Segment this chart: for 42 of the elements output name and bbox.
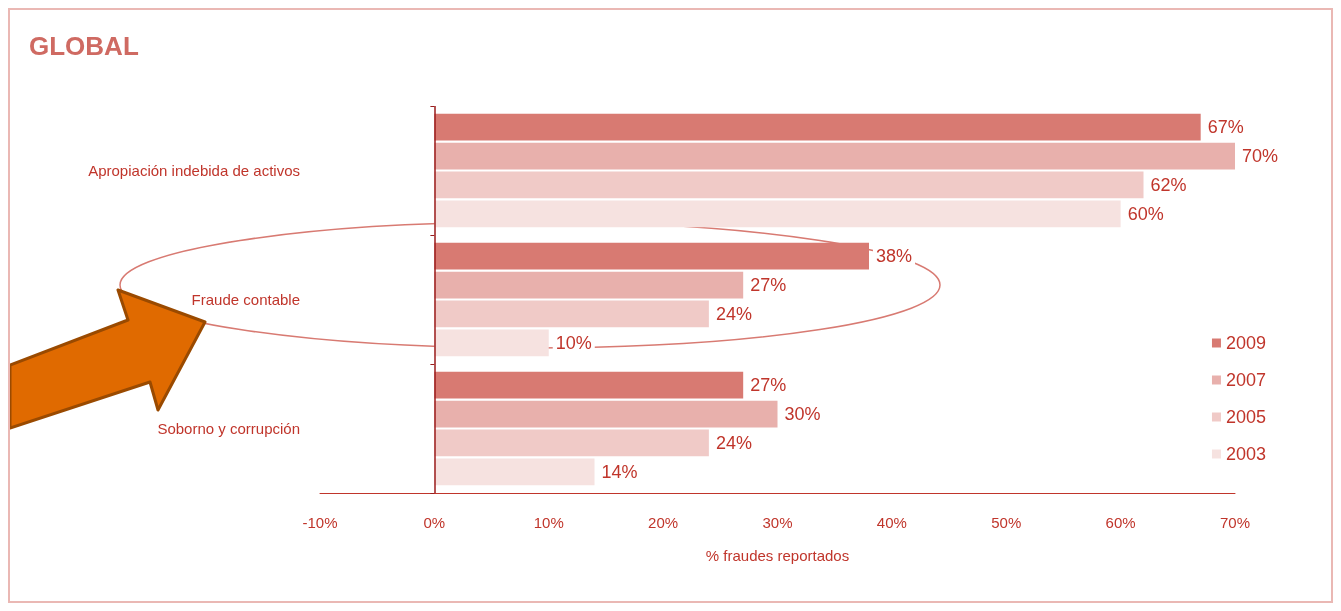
x-tick-label: 50% — [991, 514, 1022, 531]
bar — [434, 171, 1144, 199]
bar — [434, 242, 869, 270]
y-tick-label: Apropiación indebida de activos — [88, 162, 300, 179]
data-label: 38% — [876, 246, 913, 267]
data-label: 24% — [715, 432, 752, 453]
x-tick-label: -10% — [302, 514, 338, 531]
data-label: 62% — [1150, 174, 1187, 195]
data-label: 30% — [784, 404, 821, 425]
legend-label: 2009 — [1225, 333, 1266, 353]
legend-label: 2007 — [1225, 370, 1266, 390]
bar — [434, 400, 778, 428]
x-tick-label: 60% — [1105, 514, 1136, 531]
bar — [434, 458, 595, 486]
legend-label: 2005 — [1225, 407, 1266, 427]
data-label: 27% — [750, 375, 787, 396]
data-label: 67% — [1207, 117, 1244, 138]
x-tick-label: 30% — [762, 514, 793, 531]
bar — [434, 271, 744, 299]
data-label: 27% — [750, 275, 787, 296]
bar — [434, 142, 1235, 170]
data-label: 10% — [555, 332, 592, 353]
x-tick-label: 40% — [876, 514, 907, 531]
bar — [434, 200, 1121, 228]
x-axis-title: % fraudes reportados — [705, 547, 850, 564]
data-label: 70% — [1242, 146, 1279, 167]
bar — [434, 329, 549, 357]
x-tick-label: 0% — [423, 514, 446, 531]
x-tick-label: 10% — [533, 514, 564, 531]
x-tick-label: 70% — [1219, 514, 1251, 531]
data-label: 14% — [601, 461, 638, 482]
bar — [434, 300, 709, 328]
data-label: 60% — [1127, 203, 1164, 224]
bar — [434, 113, 1201, 141]
bar — [434, 429, 709, 457]
y-tick-label: Soborno y corrupción — [157, 420, 300, 437]
legend-label: 2003 — [1225, 444, 1266, 464]
y-tick-label: Fraude contable — [191, 291, 300, 308]
text: GLOBAL — [29, 31, 139, 61]
x-tick-label: 20% — [648, 514, 679, 531]
bar — [434, 371, 744, 399]
data-label: 24% — [715, 303, 752, 324]
